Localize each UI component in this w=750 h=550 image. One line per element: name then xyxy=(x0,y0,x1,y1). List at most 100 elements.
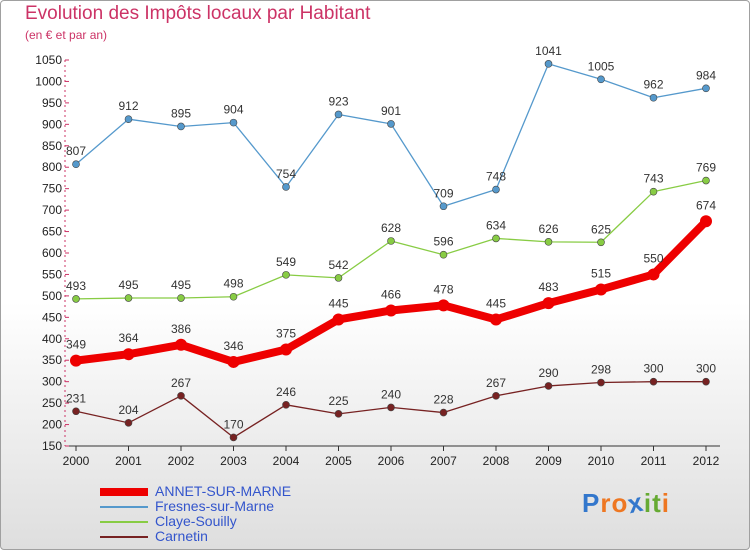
data-label: 748 xyxy=(486,170,506,184)
data-point xyxy=(334,274,343,282)
data-point xyxy=(124,115,133,123)
series-line xyxy=(75,63,707,207)
data-label: 542 xyxy=(328,258,348,272)
series-carnetin: 231 204 267 170 246 225 240 228 267 290 298 300 300 xyxy=(66,362,716,442)
legend-swatch xyxy=(100,536,148,538)
legend-swatch xyxy=(100,506,148,508)
data-point xyxy=(70,354,82,367)
series-fresnes-sur-marne: 807 912 895 904 754 923 901 709 748 1041 1005 962 98… xyxy=(66,44,716,211)
data-label: 904 xyxy=(223,103,243,117)
data-label: 349 xyxy=(66,338,86,352)
logo-letter: P xyxy=(582,488,601,518)
data-point xyxy=(227,355,240,368)
data-point xyxy=(72,160,80,169)
data-point xyxy=(387,120,395,128)
y-tick-label: 800 xyxy=(42,160,62,174)
x-tick-label: 2009 xyxy=(535,454,562,468)
y-tick-label: 200 xyxy=(42,418,62,432)
data-label: 550 xyxy=(643,251,663,265)
data-point xyxy=(492,392,500,400)
data-point xyxy=(177,122,185,131)
data-label: 300 xyxy=(643,362,663,376)
x-tick-label: 2005 xyxy=(325,454,352,468)
data-label: 386 xyxy=(171,322,191,336)
data-label: 923 xyxy=(328,94,348,108)
data-label: 628 xyxy=(381,221,401,235)
chart-subtitle: (en € et par an) xyxy=(25,28,108,42)
data-label: 267 xyxy=(486,376,506,390)
x-tick-label: 2011 xyxy=(641,454,667,468)
data-point xyxy=(492,185,500,194)
x-tick-label: 2002 xyxy=(168,454,195,468)
data-point xyxy=(647,268,660,281)
data-label: 626 xyxy=(538,222,558,236)
data-label: 483 xyxy=(538,280,558,294)
y-tick-label: 950 xyxy=(42,96,62,110)
proxiti-logo: Proxiti xyxy=(582,487,670,520)
data-label: 445 xyxy=(328,296,348,310)
data-point xyxy=(175,338,187,351)
data-label: 228 xyxy=(433,393,453,407)
y-tick-label: 750 xyxy=(42,182,62,196)
data-label: 807 xyxy=(66,144,86,158)
y-tick-label: 1050 xyxy=(35,53,62,67)
data-point xyxy=(542,297,555,310)
logo-letter: i xyxy=(661,488,670,518)
x-tick-label: 2000 xyxy=(63,454,90,468)
data-point xyxy=(649,93,658,102)
data-point xyxy=(229,433,238,442)
data-point xyxy=(700,215,712,228)
data-label: 493 xyxy=(66,279,86,293)
data-label: 298 xyxy=(591,363,611,377)
data-point xyxy=(334,410,343,418)
data-label: 240 xyxy=(381,387,401,401)
data-label: 962 xyxy=(643,78,663,92)
y-tick-label: 700 xyxy=(42,203,62,217)
data-point xyxy=(177,294,185,302)
legend-label: Carnetin xyxy=(155,528,208,544)
y-tick-label: 850 xyxy=(42,139,62,153)
y-tick-label: 150 xyxy=(42,439,62,453)
axes: 150 200 250 300 350 400 450 500 550 600 650 700 750 8… xyxy=(35,53,720,468)
y-tick-label: 650 xyxy=(42,225,62,239)
data-label: 625 xyxy=(591,222,611,236)
data-point xyxy=(332,313,345,326)
data-point xyxy=(124,294,133,302)
series-layer: 231 204 267 170 246 225 240 228 267 290 298 300 300 4… xyxy=(66,44,716,442)
data-label: 495 xyxy=(118,278,138,292)
data-label: 300 xyxy=(696,362,716,376)
data-point xyxy=(439,250,448,259)
data-label: 984 xyxy=(696,68,716,82)
data-point xyxy=(544,382,553,390)
data-label: 515 xyxy=(591,266,611,280)
data-label: 674 xyxy=(696,198,716,212)
data-label: 895 xyxy=(171,106,191,120)
data-point xyxy=(597,378,605,387)
y-tick-label: 300 xyxy=(42,375,62,389)
data-label: 346 xyxy=(223,339,243,353)
data-label: 466 xyxy=(381,287,401,301)
data-label: 769 xyxy=(696,161,716,175)
data-point xyxy=(437,299,450,312)
data-point xyxy=(334,110,343,119)
x-tick-label: 2008 xyxy=(483,454,510,468)
x-tick-label: 2001 xyxy=(115,454,142,468)
data-point xyxy=(544,238,553,246)
data-label: 290 xyxy=(538,366,558,380)
x-tick-label: 2003 xyxy=(220,454,247,468)
data-label: 204 xyxy=(118,403,138,417)
data-point xyxy=(122,348,135,361)
legend-label: Claye-Souilly xyxy=(155,513,237,529)
data-point xyxy=(649,377,658,386)
data-point xyxy=(72,407,80,416)
x-tick-label: 2007 xyxy=(430,454,457,468)
y-tick-label: 400 xyxy=(42,332,62,346)
data-label: 912 xyxy=(118,99,138,113)
data-label: 498 xyxy=(223,277,243,291)
legend-label: Fresnes-sur-Marne xyxy=(155,498,275,514)
series-claye-souilly: 493 495 495 498 549 542 628 596 634 626 625 743 769 xyxy=(66,161,716,303)
data-point xyxy=(439,408,448,417)
data-label: 375 xyxy=(276,327,296,341)
x-tick-label: 2006 xyxy=(378,454,405,468)
